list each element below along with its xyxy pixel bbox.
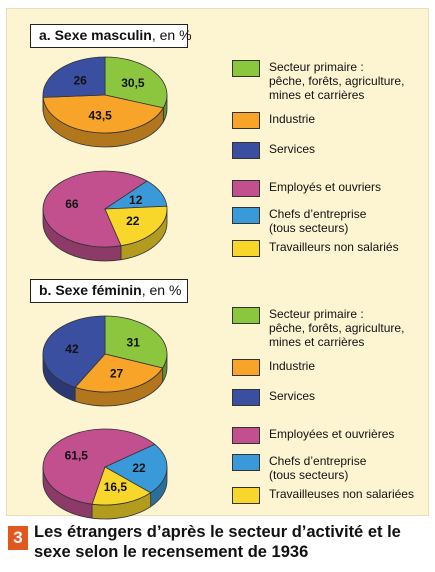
legend-label: Industrie <box>269 112 316 126</box>
legend-swatch <box>232 207 260 224</box>
data-label: 22 <box>132 461 146 475</box>
pie-chart-4: 61,5 22 16,5 <box>42 428 168 520</box>
data-label: 30,5 <box>121 76 145 90</box>
legend-swatch <box>232 389 260 406</box>
data-label: 22 <box>126 214 140 228</box>
data-label: 42 <box>65 342 79 356</box>
legend-label: Secteur primaire : pêche, forêts, agricul… <box>269 307 405 349</box>
data-label: 43,5 <box>89 109 113 123</box>
pie-slice <box>42 56 106 98</box>
pie-slice <box>104 56 168 109</box>
legend-label: Employés et ouvriers <box>269 180 382 194</box>
legend-swatch <box>232 180 260 197</box>
legend-swatch <box>232 60 260 77</box>
section-title-masculin: a. Sexe masculin, en % <box>30 24 192 48</box>
legend-label: Chefs d’entreprise (tous secteurs) <box>269 454 367 482</box>
section-title-bold: b. Sexe féminin <box>39 282 142 298</box>
legend-swatch <box>232 307 260 324</box>
pie-charts: 30,5 43,5 26 66 12 22 31 27 42 61,5 22 16,5 <box>42 56 168 520</box>
pie-chart-3: 31 27 42 <box>42 315 168 407</box>
pie-chart-1: 30,5 43,5 26 <box>42 56 168 148</box>
legend-swatch <box>232 142 260 159</box>
legend-label: Travailleuses non salariées <box>269 487 414 501</box>
legend-label: Chefs d’entreprise (tous secteurs) <box>269 207 367 235</box>
pie-slice <box>104 443 168 494</box>
legend-label: Travailleurs non salariés <box>269 240 399 254</box>
section-title-suffix: , en % <box>141 282 182 298</box>
data-label: 31 <box>127 335 141 349</box>
data-label: 66 <box>65 197 79 211</box>
legend-swatch <box>232 427 260 444</box>
legend-label: Services <box>269 389 316 403</box>
pie-chart-2: 66 12 22 <box>42 170 168 262</box>
section-title-bold: a. Sexe masculin <box>39 27 152 43</box>
legend-swatch <box>232 454 260 471</box>
legend-swatch <box>232 112 260 129</box>
pie-slice <box>42 428 156 505</box>
legend-swatch <box>232 359 260 376</box>
data-label: 61,5 <box>65 449 89 463</box>
pie-slice <box>104 315 168 369</box>
section-title-feminin: b. Sexe féminin, en % <box>30 279 188 303</box>
data-label: 27 <box>110 367 124 381</box>
pie-slice <box>42 94 164 134</box>
section-title-suffix: , en % <box>151 27 192 43</box>
legend-swatch <box>232 487 260 504</box>
data-label: 12 <box>129 193 143 207</box>
caption-number-badge: 3 <box>8 526 28 550</box>
data-label: 16,5 <box>104 480 128 494</box>
data-label: 26 <box>73 74 87 88</box>
legend-label: Secteur primaire : pêche, forêts, agricul… <box>269 60 405 102</box>
legend-swatch <box>232 240 260 257</box>
pie-slice <box>42 170 148 248</box>
legend-label: Employées et ouvrières <box>269 427 395 441</box>
legend-label: Services <box>269 142 316 156</box>
caption-text: Les étrangers d’après le secteur d’activ… <box>34 523 401 561</box>
pie-slice <box>104 205 168 247</box>
pie-slice <box>91 466 152 506</box>
legend-label: Industrie <box>269 359 316 373</box>
figure-caption: 3 Les étrangers d’après le secteur d’act… <box>4 518 432 572</box>
pie-slice <box>42 315 106 388</box>
